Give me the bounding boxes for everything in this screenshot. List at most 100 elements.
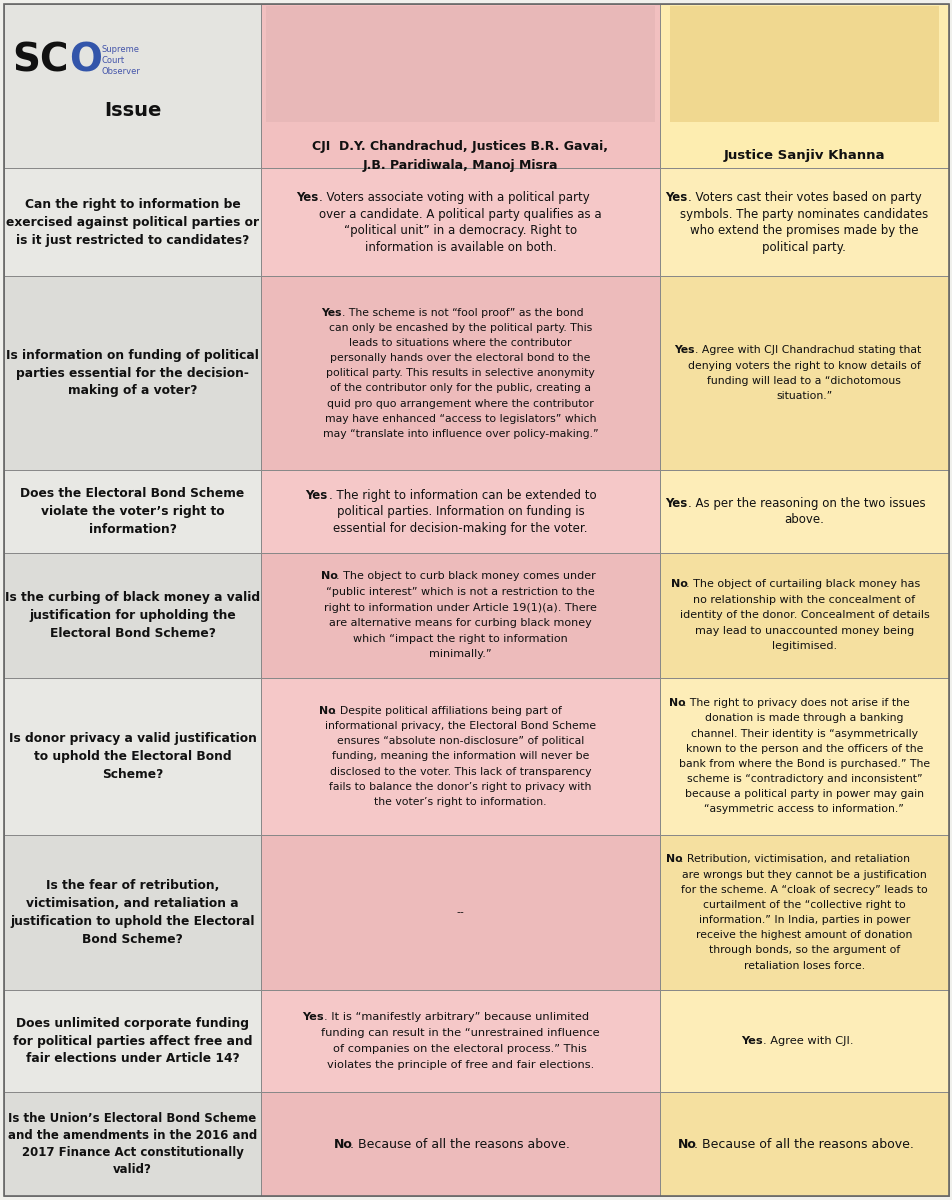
Text: . Despite political affiliations being part of: . Despite political affiliations being p…: [332, 706, 562, 716]
Text: “asymmetric access to information.”: “asymmetric access to information.”: [704, 804, 903, 815]
Text: essential for decision-making for the voter.: essential for decision-making for the vo…: [333, 522, 587, 535]
Bar: [659, 1092, 948, 1196]
Text: funding, meaning the information will never be: funding, meaning the information will ne…: [331, 751, 588, 761]
Text: funding can result in the “unrestrained influence: funding can result in the “unrestrained …: [321, 1028, 599, 1038]
Text: . Voters associate voting with a political party: . Voters associate voting with a politic…: [319, 191, 589, 204]
Text: informational privacy, the Electoral Bond Scheme: informational privacy, the Electoral Bon…: [325, 721, 595, 731]
Text: may have enhanced “access to legislators” which: may have enhanced “access to legislators…: [325, 414, 596, 424]
Text: fails to balance the donor’s right to privacy with: fails to balance the donor’s right to pr…: [328, 781, 591, 792]
Bar: [261, 470, 659, 553]
Text: political parties. Information on funding is: political parties. Information on fundin…: [336, 505, 584, 518]
Text: . The right to privacy does not arise if the: . The right to privacy does not arise if…: [682, 698, 908, 708]
Text: known to the person and the officers of the: known to the person and the officers of …: [685, 744, 922, 754]
Text: No: No: [321, 571, 338, 582]
Text: violates the principle of free and fair elections.: violates the principle of free and fair …: [327, 1060, 593, 1070]
Text: information.” In India, parties in power: information.” In India, parties in power: [698, 916, 909, 925]
Text: No: No: [319, 706, 335, 716]
Text: Can the right to information be: Can the right to information be: [25, 198, 240, 211]
Text: . It is “manifestly arbitrary” because unlimited: . It is “manifestly arbitrary” because u…: [324, 1013, 588, 1022]
Bar: [261, 276, 659, 470]
Bar: [261, 553, 659, 678]
Text: J.B. Paridiwala, Manoj Misra: J.B. Paridiwala, Manoj Misra: [363, 158, 558, 172]
Bar: [266, 6, 654, 122]
Text: through bonds, so the argument of: through bonds, so the argument of: [708, 946, 899, 955]
Text: Is donor privacy a valid justification: Is donor privacy a valid justification: [9, 732, 256, 745]
Text: . The object of curtailing black money has: . The object of curtailing black money h…: [684, 580, 919, 589]
Text: Scheme?: Scheme?: [102, 768, 163, 781]
Bar: [669, 6, 938, 122]
Text: leads to situations where the contributor: leads to situations where the contributo…: [348, 338, 571, 348]
Text: . Because of all the reasons above.: . Because of all the reasons above.: [694, 1138, 913, 1151]
Text: who extend the promises made by the: who extend the promises made by the: [689, 224, 918, 238]
Text: Yes: Yes: [664, 497, 687, 510]
Bar: [659, 168, 948, 276]
Text: legitimised.: legitimised.: [771, 642, 836, 652]
Text: political party. This results in selective anonymity: political party. This results in selecti…: [326, 368, 594, 378]
Text: information is available on both.: information is available on both.: [365, 240, 556, 253]
Bar: [659, 470, 948, 553]
Text: funding will lead to a “dichotomous: funding will lead to a “dichotomous: [706, 376, 901, 385]
Text: donation is made through a banking: donation is made through a banking: [704, 714, 902, 724]
Bar: [659, 276, 948, 470]
Text: right to information under Article 19(1)(a). There: right to information under Article 19(1)…: [324, 602, 596, 612]
Bar: [659, 990, 948, 1092]
Text: Yes: Yes: [296, 191, 318, 204]
Text: because a political party in power may gain: because a political party in power may g…: [684, 790, 922, 799]
Text: justification for upholding the: justification for upholding the: [30, 608, 236, 622]
Text: can only be encashed by the political party. This: can only be encashed by the political pa…: [328, 323, 591, 332]
Text: disclosed to the voter. This lack of transparency: disclosed to the voter. This lack of tra…: [329, 767, 590, 776]
Text: ensures “absolute non-disclosure” of political: ensures “absolute non-disclosure” of pol…: [336, 737, 584, 746]
Text: quid pro quo arrangement where the contributor: quid pro quo arrangement where the contr…: [327, 398, 593, 408]
Text: above.: above.: [783, 514, 823, 527]
Text: SC: SC: [12, 42, 69, 80]
Text: . Voters cast their votes based on party: . Voters cast their votes based on party: [687, 191, 922, 204]
Text: Is the fear of retribution,: Is the fear of retribution,: [46, 880, 219, 893]
Text: are alternative means for curbing black money: are alternative means for curbing black …: [328, 618, 591, 628]
Text: curtailment of the “collective right to: curtailment of the “collective right to: [703, 900, 904, 910]
Text: over a candidate. A political party qualifies as a: over a candidate. A political party qual…: [319, 208, 601, 221]
Text: Yes: Yes: [302, 1013, 323, 1022]
Bar: [4, 1092, 261, 1196]
Text: for the scheme. A “cloak of secrecy” leads to: for the scheme. A “cloak of secrecy” lea…: [681, 884, 927, 895]
Bar: [261, 1092, 659, 1196]
Text: victimisation, and retaliation a: victimisation, and retaliation a: [27, 898, 239, 910]
Text: . The scheme is not “fool proof” as the bond: . The scheme is not “fool proof” as the …: [342, 307, 584, 318]
Text: exercised against political parties or: exercised against political parties or: [6, 216, 259, 229]
Text: information?: information?: [89, 523, 176, 536]
Text: channel. Their identity is “asymmetrically: channel. Their identity is “asymmetrical…: [690, 728, 917, 739]
Text: is it just restricted to candidates?: is it just restricted to candidates?: [16, 234, 248, 246]
Text: Yes: Yes: [321, 307, 342, 318]
Text: Bond Scheme?: Bond Scheme?: [82, 932, 183, 946]
Text: violate the voter’s right to: violate the voter’s right to: [41, 505, 224, 518]
Bar: [261, 835, 659, 990]
Text: . As per the reasoning on the two issues: . As per the reasoning on the two issues: [687, 497, 925, 510]
Bar: [659, 4, 948, 168]
Text: CJI  D.Y. Chandrachud, Justices B.R. Gavai,: CJI D.Y. Chandrachud, Justices B.R. Gava…: [312, 140, 607, 152]
Text: fair elections under Article 14?: fair elections under Article 14?: [26, 1052, 239, 1066]
Text: . The right to information can be extended to: . The right to information can be extend…: [328, 488, 596, 502]
Text: for political parties affect free and: for political parties affect free and: [12, 1034, 252, 1048]
Text: No: No: [678, 1138, 696, 1151]
Text: Is the curbing of black money a valid: Is the curbing of black money a valid: [5, 592, 260, 604]
Text: and the amendments in the 2016 and: and the amendments in the 2016 and: [8, 1129, 257, 1142]
Text: Is information on funding of political: Is information on funding of political: [6, 349, 259, 362]
Text: . Because of all the reasons above.: . Because of all the reasons above.: [350, 1138, 569, 1151]
Text: O: O: [69, 42, 102, 80]
Text: may “translate into influence over policy-making.”: may “translate into influence over polic…: [323, 428, 598, 439]
Text: which “impact the right to information: which “impact the right to information: [352, 634, 567, 643]
Text: Issue: Issue: [104, 102, 161, 120]
Text: political party.: political party.: [762, 240, 845, 253]
Text: no relationship with the concealment of: no relationship with the concealment of: [693, 595, 915, 605]
Text: Yes: Yes: [673, 346, 694, 355]
Text: minimally.”: minimally.”: [428, 649, 491, 659]
Text: of companies on the electoral process.” This: of companies on the electoral process.” …: [333, 1044, 586, 1054]
Text: the voter’s right to information.: the voter’s right to information.: [374, 797, 546, 806]
Text: No: No: [334, 1138, 352, 1151]
Text: Justice Sanjiv Khanna: Justice Sanjiv Khanna: [723, 149, 884, 162]
Text: identity of the donor. Concealment of details: identity of the donor. Concealment of de…: [679, 611, 928, 620]
Text: situation.”: situation.”: [776, 391, 832, 401]
Bar: [261, 168, 659, 276]
Text: No: No: [668, 698, 684, 708]
Bar: [261, 678, 659, 835]
Text: symbols. The party nominates candidates: symbols. The party nominates candidates: [680, 208, 927, 221]
